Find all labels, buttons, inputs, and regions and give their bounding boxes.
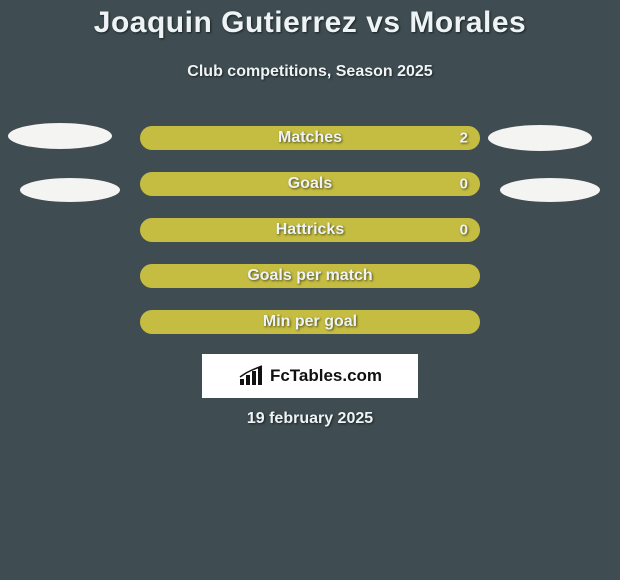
stat-label: Goals per match bbox=[140, 267, 480, 285]
stat-value: 0 bbox=[460, 222, 468, 239]
avatar-placeholder bbox=[500, 178, 600, 202]
stat-row: Goals per match bbox=[140, 264, 480, 288]
stat-label: Hattricks bbox=[140, 221, 480, 239]
stat-value: 2 bbox=[460, 130, 468, 147]
stat-value: 0 bbox=[460, 176, 468, 193]
stat-row: Min per goal bbox=[140, 310, 480, 334]
page-title: Joaquin Gutierrez vs Morales bbox=[0, 6, 620, 40]
bar-chart-icon bbox=[238, 365, 264, 387]
comparison-infographic: Joaquin Gutierrez vs Morales Club compet… bbox=[0, 0, 620, 580]
site-logo: FcTables.com bbox=[202, 354, 418, 398]
stat-row: Matches2 bbox=[140, 126, 480, 150]
avatar-placeholder bbox=[20, 178, 120, 202]
stat-label: Matches bbox=[140, 129, 480, 147]
avatar-placeholder bbox=[488, 125, 592, 151]
avatar-placeholder bbox=[8, 123, 112, 149]
site-logo-text: FcTables.com bbox=[270, 366, 382, 386]
stat-label: Goals bbox=[140, 175, 480, 193]
page-subtitle: Club competitions, Season 2025 bbox=[0, 63, 620, 81]
stat-label: Min per goal bbox=[140, 313, 480, 331]
stat-row: Goals0 bbox=[140, 172, 480, 196]
stat-row: Hattricks0 bbox=[140, 218, 480, 242]
date-line: 19 february 2025 bbox=[0, 410, 620, 428]
